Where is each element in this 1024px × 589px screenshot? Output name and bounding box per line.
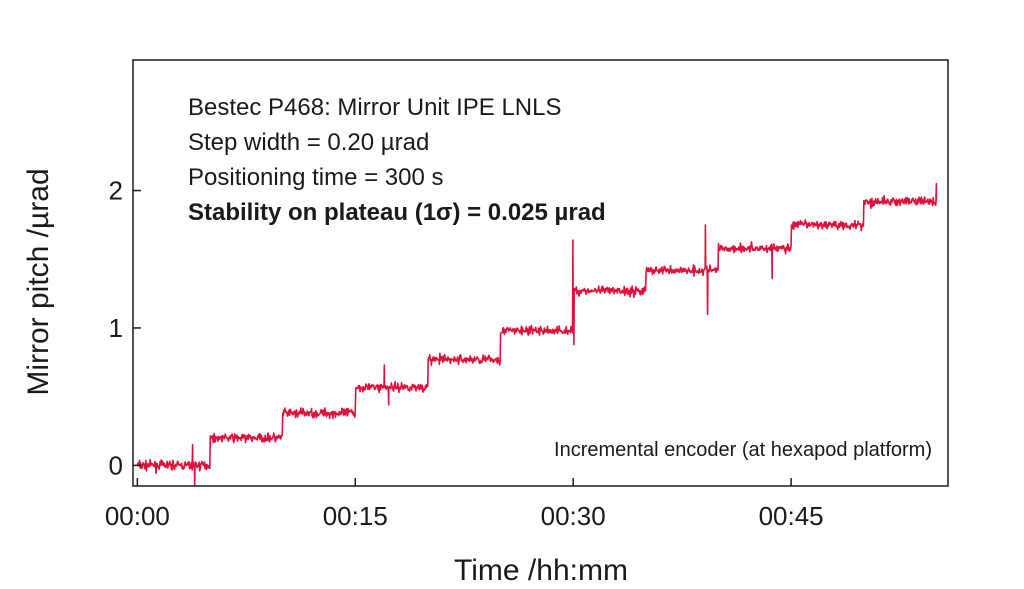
x-tick-label: 00:15 xyxy=(323,501,388,531)
y-axis-title: Mirror pitch /µrad xyxy=(22,168,55,395)
x-tick-label: 00:30 xyxy=(541,501,606,531)
legend-series-label: Incremental encoder (at hexapod platform… xyxy=(554,439,932,461)
x-tick-label: 00:45 xyxy=(759,501,824,531)
y-tick-label: 1 xyxy=(109,313,123,343)
x-tick-label: 00:00 xyxy=(105,501,170,531)
y-tick-label: 2 xyxy=(109,176,123,206)
axis-ticks: 00:00 00:15 00:30 00:45 0 1 2 xyxy=(105,176,824,531)
annotation-line-1: Bestec P468: Mirror Unit IPE LNLS xyxy=(188,94,561,121)
series-line-incremental-encoder xyxy=(136,182,938,486)
annotation-line-4: Stability on plateau (1σ) = 0.025 µrad xyxy=(188,199,606,226)
y-tick-label: 0 xyxy=(109,450,123,480)
plot-area xyxy=(136,182,938,486)
annotation-line-2: Step width = 0.20 µrad xyxy=(188,129,429,156)
x-axis-title: Time /hh:mm xyxy=(454,554,628,587)
plot-frame xyxy=(132,59,949,487)
annotation-line-3: Positioning time = 300 s xyxy=(188,164,443,191)
